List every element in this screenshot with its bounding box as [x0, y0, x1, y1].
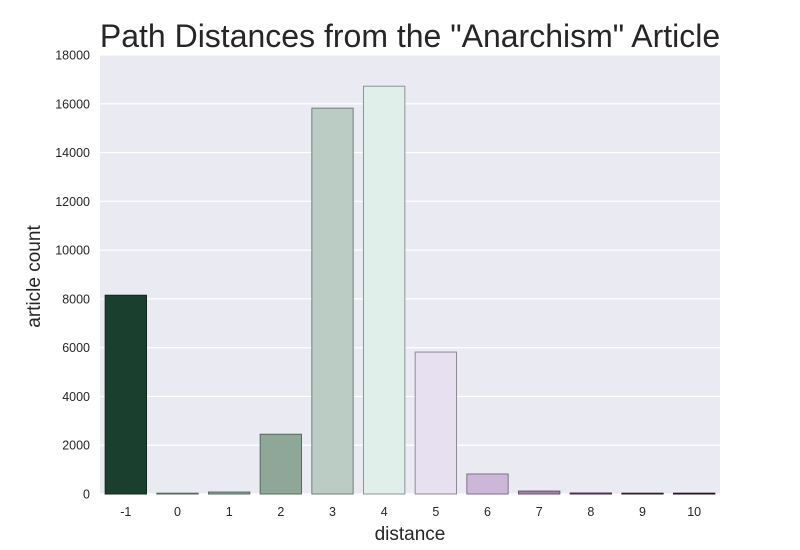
- bar--1: [104, 294, 147, 495]
- y-tick-label: 8000: [62, 292, 90, 306]
- x-tick-label: 4: [381, 505, 388, 519]
- y-tick-label: 10000: [55, 244, 90, 258]
- x-tick-label: 5: [432, 505, 439, 519]
- bar-1: [208, 491, 251, 495]
- x-tick-label: 9: [639, 505, 646, 519]
- x-axis-label: distance: [375, 524, 446, 545]
- grid-lines: [100, 54, 720, 495]
- x-tick-label: 10: [687, 505, 701, 519]
- y-tick-label: 12000: [55, 195, 90, 209]
- bar-9: [621, 492, 664, 495]
- bar-7: [518, 490, 561, 495]
- plot-background: [100, 55, 720, 494]
- bar-5: [414, 351, 457, 495]
- y-tick-label: 2000: [62, 439, 90, 453]
- y-axis-label: article count: [24, 225, 45, 328]
- bar-8: [569, 492, 613, 495]
- x-axis-ticks: -1 0 1 2 3 4 5 6 7 8 9 10: [120, 505, 701, 519]
- y-tick-label: 14000: [55, 146, 90, 160]
- bar-6: [466, 473, 509, 495]
- y-tick-label: 0: [83, 488, 90, 502]
- bar-10: [673, 492, 716, 495]
- bar-0: [156, 492, 199, 495]
- y-tick-label: 6000: [62, 341, 90, 355]
- y-tick-label: 16000: [55, 97, 90, 111]
- x-tick-label: -1: [120, 505, 131, 519]
- y-axis-ticks: 0 2000 4000 6000 8000 10000 12000 14000 16000 180…: [55, 49, 90, 502]
- x-tick-label: 8: [587, 505, 594, 519]
- x-tick-label: 1: [226, 505, 233, 519]
- x-tick-label: 0: [174, 505, 181, 519]
- y-tick-label: 18000: [55, 49, 90, 63]
- y-tick-label: 4000: [62, 390, 90, 404]
- x-tick-label: 7: [536, 505, 543, 519]
- x-tick-label: 6: [484, 505, 491, 519]
- bar-3: [311, 107, 354, 495]
- bar-2: [259, 433, 302, 495]
- chart-title: Path Distances from the "Anarchism" Arti…: [100, 18, 720, 54]
- bars: [104, 85, 716, 495]
- x-tick-label: 2: [277, 505, 284, 519]
- x-tick-label: 3: [329, 505, 336, 519]
- bar-4: [363, 85, 406, 495]
